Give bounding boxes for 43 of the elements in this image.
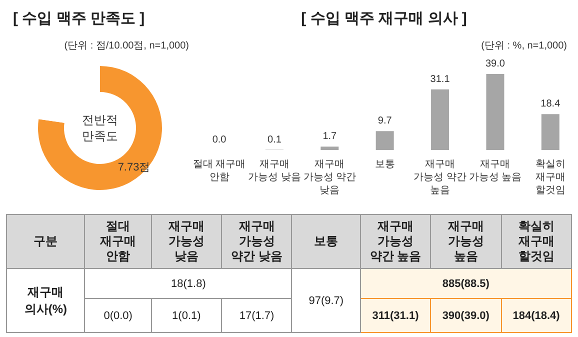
bar [320,146,339,150]
data-label: 9.7 [378,116,392,127]
chart-subtitle: (단위 : 점/10.00점, n=1,000) [64,40,189,52]
text: 311(31.1) [360,298,431,332]
chart-title: [ 수입 맥주 재구매 의사 ] [301,10,467,27]
category-label: 보통 [292,214,360,268]
text: 885(88.5) [360,268,572,298]
x-tick-label: 재구매 가능성 높음 [468,159,522,183]
bar [376,131,394,150]
x-tick-label: 재구매 가능성 약간 높음 [414,159,466,196]
data-label: 31.1 [430,74,450,85]
bar [486,74,504,150]
data-label: 0.1 [268,134,282,146]
text: 97(9.7) [292,268,360,332]
x-tick-label: 절대 재구매 안함 [192,159,246,183]
chart-title: [ 수입 맥주 만족도 ] [13,10,145,27]
x-tick-label: 보통 [374,159,395,170]
x-tick-label: 재구매 가능성 낮음 [248,159,301,183]
data-label: 18.4 [540,98,561,110]
text: 재구매 의사(%) [6,268,85,332]
chart-subtitle: (단위 : %, n=1,000) [481,40,568,52]
category-label: 재구매 가능성 약간 낮음 [222,214,292,268]
bar [431,89,450,150]
text: 18(1.8) [84,268,292,298]
category-label: 구분 [6,214,85,268]
category-label: 재구매 가능성 낮음 [151,214,222,268]
x-tick-label: 재구매 가능성 약간 낮음 [303,159,356,196]
category-label: 확실히 재구매 할것임 [501,214,572,268]
text: 17(1.7) [222,298,292,332]
text: 390(39.0) [430,298,502,332]
category-label: 재구매 가능성 높음 [430,214,502,268]
data-label: 0.0 [212,134,227,146]
category-label: 절대 재구매 안함 [84,214,152,268]
data-label: 1.7 [322,131,338,142]
text: 0(0.0) [84,298,152,332]
text: 1(0.1) [151,298,222,332]
x-tick-label: 확실히 재구매 할것임 [535,159,566,196]
data-label: 7.73점 [118,161,150,174]
bar [541,114,560,150]
category-label: 재구매 가능성 약간 높음 [360,214,431,268]
text: 전반적 만족도 [82,113,118,143]
text: 184(18.4) [501,298,572,332]
data-label: 39.0 [485,58,506,70]
